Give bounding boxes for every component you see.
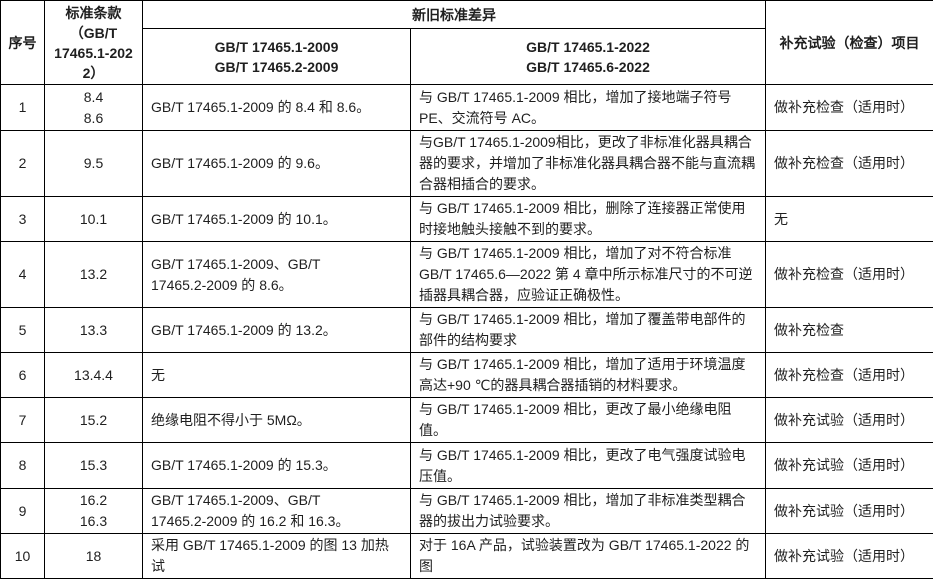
header-supplement: 补充试验（检查）项目 <box>766 1 933 85</box>
cell-old-standard: GB/T 17465.1-2009 的 8.4 和 8.6。 <box>143 85 411 131</box>
table-row: 10 18 采用 GB/T 17465.1-2009 的图 13 加热试 对于 … <box>1 534 933 579</box>
cell-new-standard: 与 GB/T 17465.1-2009 相比，更改了电气强度试验电压值。 <box>411 443 766 489</box>
cell-supplement: 做补充检查（适用时） <box>766 131 933 197</box>
cell-index: 8 <box>1 443 45 489</box>
table-row: 8 15.3 GB/T 17465.1-2009 的 15.3。 与 GB/T … <box>1 443 933 489</box>
cell-index: 1 <box>1 85 45 131</box>
cell-old-standard: 绝缘电阻不得小于 5MΩ。 <box>143 398 411 443</box>
cell-supplement: 做补充检查（适用时） <box>766 242 933 308</box>
cell-old-standard: GB/T 17465.1-2009、GB/T 17465.2-2009 的 16… <box>143 489 411 534</box>
cell-supplement: 做补充检查 <box>766 308 933 353</box>
table-row: 6 13.4.4 无 与 GB/T 17465.1-2009 相比，增加了适用于… <box>1 353 933 398</box>
cell-new-standard: 与 GB/T 17465.1-2009 相比，增加了覆盖带电部件的部件的结构要求 <box>411 308 766 353</box>
cell-new-standard: 与 GB/T 17465.1-2009 相比，增加了接地端子符号 PE、交流符号… <box>411 85 766 131</box>
cell-clause: 16.2 16.3 <box>45 489 143 534</box>
cell-clause: 13.4.4 <box>45 353 143 398</box>
cell-clause: 13.3 <box>45 308 143 353</box>
cell-clause: 9.5 <box>45 131 143 197</box>
cell-supplement: 做补充试验（适用时） <box>766 534 933 579</box>
cell-old-standard: GB/T 17465.1-2009 的 15.3。 <box>143 443 411 489</box>
cell-supplement: 做补充检查（适用时） <box>766 353 933 398</box>
header-clause: 标准条款 （GB/T 17465.1-202 2） <box>45 1 143 85</box>
cell-new-standard: 与 GB/T 17465.1-2009 相比，增加了非标准类型耦合器的拔出力试验… <box>411 489 766 534</box>
cell-clause: 10.1 <box>45 197 143 242</box>
header-diff-group: 新旧标准差异 <box>143 1 766 29</box>
cell-new-standard: 与GB/T 17465.1-2009相比，更改了非标准化器具耦合器的要求，并增加… <box>411 131 766 197</box>
cell-clause: 13.2 <box>45 242 143 308</box>
cell-supplement: 做补充试验（适用时） <box>766 443 933 489</box>
cell-new-standard: 对于 16A 产品，试验装置改为 GB/T 17465.1-2022 的图 <box>411 534 766 579</box>
cell-old-standard: 无 <box>143 353 411 398</box>
cell-old-standard: GB/T 17465.1-2009 的 9.6。 <box>143 131 411 197</box>
cell-supplement: 无 <box>766 197 933 242</box>
cell-clause: 15.3 <box>45 443 143 489</box>
cell-supplement: 做补充检查（适用时） <box>766 85 933 131</box>
cell-new-standard: 与 GB/T 17465.1-2009 相比，删除了连接器正常使用时接地触头接触… <box>411 197 766 242</box>
cell-clause: 15.2 <box>45 398 143 443</box>
cell-new-standard: 与 GB/T 17465.1-2009 相比，更改了最小绝缘电阻值。 <box>411 398 766 443</box>
cell-old-standard: GB/T 17465.1-2009、GB/T 17465.2-2009 的 8.… <box>143 242 411 308</box>
cell-old-standard: GB/T 17465.1-2009 的 13.2。 <box>143 308 411 353</box>
cell-index: 9 <box>1 489 45 534</box>
cell-clause: 8.4 8.6 <box>45 85 143 131</box>
table-row: 3 10.1 GB/T 17465.1-2009 的 10.1。 与 GB/T … <box>1 197 933 242</box>
table-row: 9 16.2 16.3 GB/T 17465.1-2009、GB/T 17465… <box>1 489 933 534</box>
cell-index: 3 <box>1 197 45 242</box>
table-row: 5 13.3 GB/T 17465.1-2009 的 13.2。 与 GB/T … <box>1 308 933 353</box>
cell-new-standard: 与 GB/T 17465.1-2009 相比，增加了对不符合标准 GB/T 17… <box>411 242 766 308</box>
cell-new-standard: 与 GB/T 17465.1-2009 相比，增加了适用于环境温度高达+90 ℃… <box>411 353 766 398</box>
cell-supplement: 做补充试验（适用时） <box>766 398 933 443</box>
header-old-standard: GB/T 17465.1-2009 GB/T 17465.2-2009 <box>143 29 411 85</box>
cell-index: 7 <box>1 398 45 443</box>
header-new-standard: GB/T 17465.1-2022 GB/T 17465.6-2022 <box>411 29 766 85</box>
table-row: 1 8.4 8.6 GB/T 17465.1-2009 的 8.4 和 8.6。… <box>1 85 933 131</box>
cell-index: 6 <box>1 353 45 398</box>
cell-supplement: 做补充试验（适用时） <box>766 489 933 534</box>
cell-old-standard: GB/T 17465.1-2009 的 10.1。 <box>143 197 411 242</box>
cell-old-standard: 采用 GB/T 17465.1-2009 的图 13 加热试 <box>143 534 411 579</box>
header-row-top: 序号 标准条款 （GB/T 17465.1-202 2） 新旧标准差异 补充试验… <box>1 1 933 29</box>
cell-index: 10 <box>1 534 45 579</box>
table-row: 2 9.5 GB/T 17465.1-2009 的 9.6。 与GB/T 174… <box>1 131 933 197</box>
cell-index: 2 <box>1 131 45 197</box>
table-row: 4 13.2 GB/T 17465.1-2009、GB/T 17465.2-20… <box>1 242 933 308</box>
cell-index: 4 <box>1 242 45 308</box>
cell-index: 5 <box>1 308 45 353</box>
table-row: 7 15.2 绝缘电阻不得小于 5MΩ。 与 GB/T 17465.1-2009… <box>1 398 933 443</box>
header-index: 序号 <box>1 1 45 85</box>
cell-clause: 18 <box>45 534 143 579</box>
